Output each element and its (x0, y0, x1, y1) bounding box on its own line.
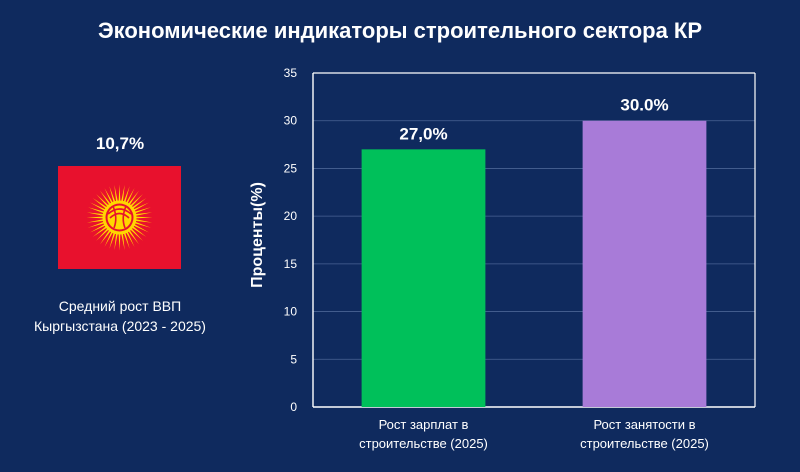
y-tick-label: 20 (284, 209, 298, 223)
y-tick-label: 10 (284, 305, 298, 319)
bar (361, 149, 486, 407)
bar (582, 120, 707, 407)
gdp-caption: Средний рост ВВП Кыргызстана (2023 - 202… (0, 296, 240, 336)
y-tick-label: 15 (284, 257, 298, 271)
gdp-growth-value: 10,7% (95, 134, 145, 153)
bar-value-label: 30.0% (620, 96, 668, 115)
bar-chart: 0 5 10 15 20 25 30 35 27,0% Рост зарплат в строите… (284, 66, 756, 451)
x-tick-label: Рост занятости в (593, 417, 695, 432)
kyrgyzstan-flag-icon (58, 166, 181, 269)
y-tick-label: 0 (290, 400, 297, 414)
x-tick-label: Рост зарплат в (379, 417, 469, 432)
chart-title: Экономические индикаторы строительного с… (97, 18, 703, 43)
y-tick-label: 5 (290, 352, 297, 366)
x-tick-label: строительстве (2025) (359, 436, 488, 451)
gdp-caption-line1: Средний рост ВВП (58, 298, 182, 314)
x-tick-label: строительстве (2025) (580, 436, 709, 451)
y-tick-label: 25 (284, 161, 298, 175)
y-tick-label: 35 (284, 66, 298, 80)
y-tick-label: 30 (284, 114, 298, 128)
gdp-caption-line2: Кыргызстана (2023 - 2025) (34, 318, 206, 334)
bar-value-label: 27,0% (399, 124, 447, 143)
